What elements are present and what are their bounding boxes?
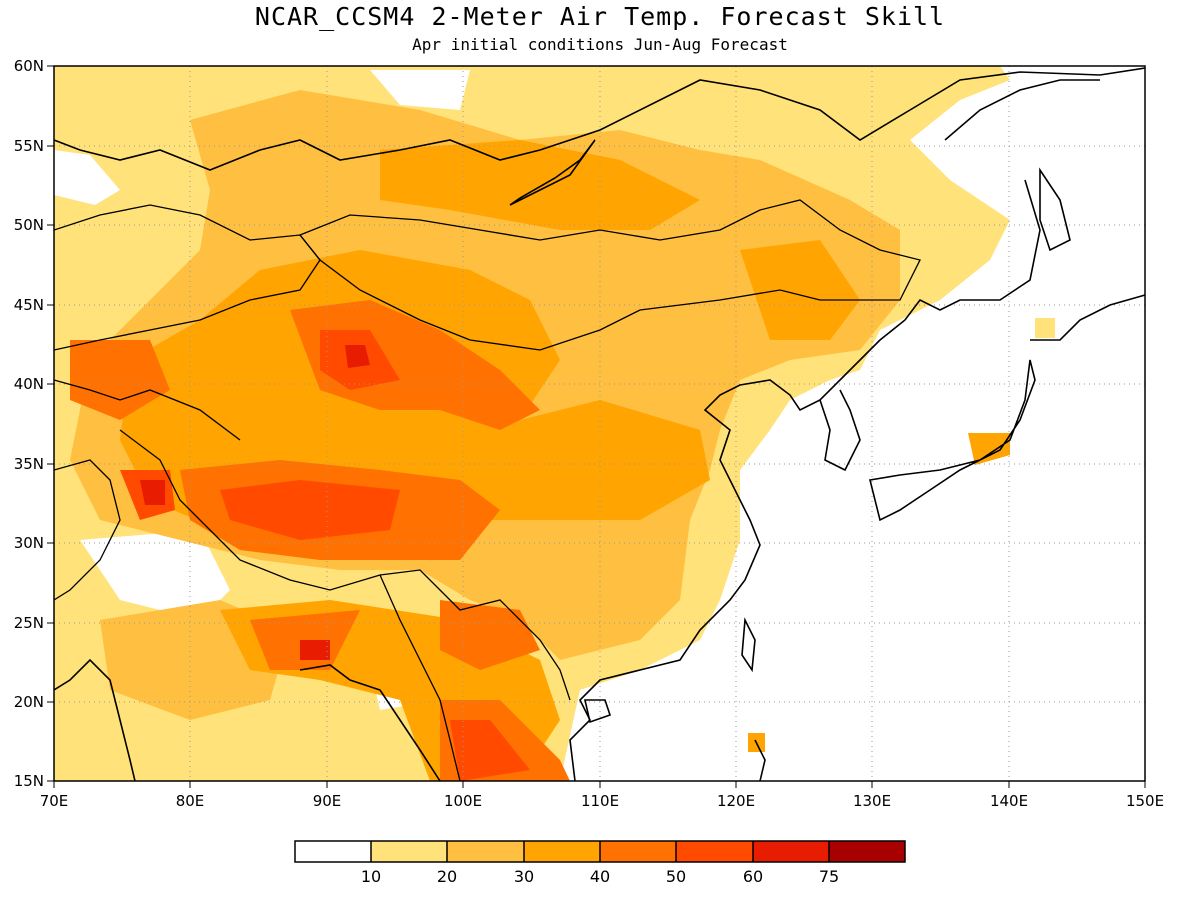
lat-label: 35N bbox=[14, 455, 44, 473]
lat-label: 50N bbox=[14, 216, 44, 234]
latitude-labels: 15N 20N 25N 30N 35N 40N 45N 50N 55N 60N bbox=[14, 57, 44, 790]
lat-label: 55N bbox=[14, 137, 44, 155]
skill-region-30-40 bbox=[968, 433, 1010, 465]
skill-region-60-75 bbox=[140, 480, 165, 505]
longitude-labels: 70E 80E 90E 100E 110E 120E 130E 140E 150… bbox=[40, 792, 1164, 810]
colorbar-label: 60 bbox=[743, 867, 763, 886]
colorbar-label: 20 bbox=[437, 867, 457, 886]
skill-gap-patch bbox=[370, 70, 470, 110]
mongolia-border bbox=[298, 199, 921, 351]
lon-label: 110E bbox=[581, 792, 619, 810]
lat-label: 30N bbox=[14, 534, 44, 552]
kazakhstan-border bbox=[54, 204, 321, 351]
colorbar-label: 50 bbox=[666, 867, 686, 886]
skill-gap-patch bbox=[54, 150, 120, 205]
south-asia-border bbox=[54, 459, 121, 601]
skill-region-30-40 bbox=[740, 240, 860, 340]
colorbar-box bbox=[600, 841, 676, 862]
map-title: NCAR_CCSM4 2-Meter Air Temp. Forecast Sk… bbox=[254, 2, 946, 31]
skill-region-40-50 bbox=[70, 340, 170, 420]
lat-label: 25N bbox=[14, 614, 44, 632]
east-asia-coastline bbox=[54, 67, 1145, 171]
skill-region-60-75 bbox=[345, 345, 370, 368]
skill-shading bbox=[54, 66, 1145, 781]
kamchatka-coastline bbox=[944, 79, 1100, 141]
colorbar-label: 30 bbox=[514, 867, 534, 886]
skill-region-50-60 bbox=[220, 480, 400, 540]
lon-label: 100E bbox=[444, 792, 482, 810]
colorbar-label: 75 bbox=[819, 867, 839, 886]
colorbar-box bbox=[524, 841, 600, 862]
lat-label: 40N bbox=[14, 375, 44, 393]
lake-baikal bbox=[509, 139, 596, 206]
korea-coastline bbox=[819, 389, 861, 472]
japan-coastline bbox=[869, 294, 1145, 522]
sakhalin-coastline bbox=[1039, 167, 1071, 252]
lon-label: 130E bbox=[853, 792, 891, 810]
lon-label: 150E bbox=[1126, 792, 1164, 810]
skill-gap-patch bbox=[80, 530, 230, 620]
lon-label: 140E bbox=[990, 792, 1028, 810]
lat-label: 45N bbox=[14, 296, 44, 314]
colorbar-label: 40 bbox=[590, 867, 610, 886]
map-subtitle: Apr initial conditions Jun-Aug Forecast bbox=[412, 35, 788, 54]
colorbar-label: 10 bbox=[361, 867, 381, 886]
skill-region-60-75 bbox=[300, 640, 330, 660]
skill-region-50-60 bbox=[450, 720, 530, 781]
colorbar-box bbox=[447, 841, 524, 862]
lat-label: 60N bbox=[14, 57, 44, 75]
colorbar-box bbox=[753, 841, 829, 862]
philippines-coastline bbox=[754, 739, 766, 781]
lat-label: 20N bbox=[14, 693, 44, 711]
colorbar-box bbox=[676, 841, 753, 862]
coastlines bbox=[54, 67, 1145, 781]
indochina-coastline bbox=[299, 664, 441, 781]
india-coastline bbox=[54, 658, 136, 781]
lon-label: 120E bbox=[717, 792, 755, 810]
myanmar-border bbox=[379, 574, 461, 781]
lon-label: 80E bbox=[176, 792, 205, 810]
taiwan-coastline bbox=[741, 617, 756, 673]
lon-label: 90E bbox=[313, 792, 342, 810]
colorbar-box bbox=[829, 841, 905, 862]
country-borders bbox=[54, 199, 921, 781]
skill-region-30-40 bbox=[380, 140, 700, 230]
central-asia-border bbox=[54, 379, 241, 441]
skill-region-low bbox=[1035, 318, 1055, 338]
colorbar-box bbox=[371, 841, 447, 862]
lat-lon-grid bbox=[54, 66, 1145, 781]
axis-ticks bbox=[47, 65, 1146, 788]
east-asia-coastline bbox=[569, 179, 1041, 781]
lat-label: 15N bbox=[14, 772, 44, 790]
colorbar-box bbox=[295, 841, 371, 862]
colorbar: 10 20 30 40 50 60 75 bbox=[294, 840, 906, 886]
hainan-coastline bbox=[583, 699, 612, 724]
lon-label: 70E bbox=[40, 792, 69, 810]
skill-region-40-50 bbox=[440, 600, 540, 670]
